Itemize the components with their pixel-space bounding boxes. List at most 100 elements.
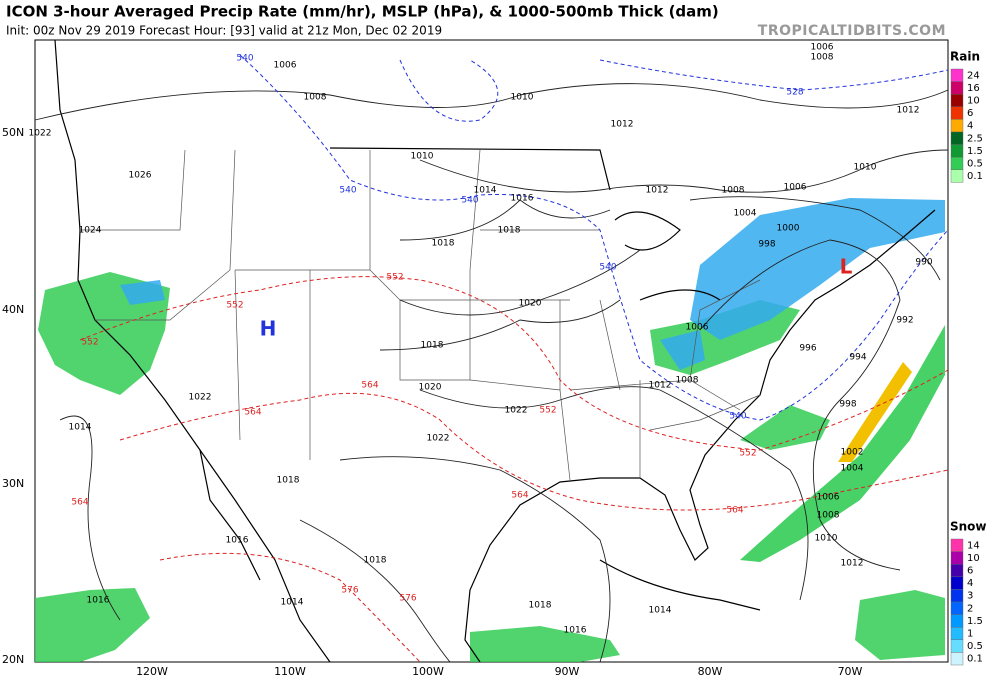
isobar-label: 1014 [649, 606, 672, 616]
legend-level: 0.1 [967, 171, 983, 182]
isobar-label: 1016 [87, 596, 110, 606]
lon-label: 80W [698, 665, 723, 678]
isobar-label: 1006 [817, 493, 840, 503]
thickness-label: 576 [341, 586, 358, 596]
title: ICON 3-hour Averaged Precip Rate (mm/hr)… [6, 3, 719, 21]
isobar-label: 1014 [281, 598, 304, 608]
isobar-label: 1010 [854, 163, 877, 173]
snow-area [120, 280, 165, 305]
legend-swatch [950, 119, 964, 133]
pressure-center: L [840, 255, 853, 279]
isobar-label: 1006 [784, 183, 807, 193]
legend-level: 1.5 [967, 146, 983, 157]
isobar-label: 1020 [419, 383, 442, 393]
legend-swatch [950, 156, 964, 170]
isobar-label: 992 [896, 316, 913, 326]
legend-level: 4 [967, 121, 973, 132]
lat-label: 30N [2, 477, 24, 490]
isobar-label: 1022 [29, 129, 52, 139]
thickness-label: 576 [399, 594, 416, 604]
legend-level: 3 [967, 591, 973, 602]
isobar-label: 1016 [226, 536, 249, 546]
legend-swatch [950, 144, 964, 158]
isobar-label: 1018 [498, 226, 521, 236]
isobar-label: 1008 [817, 511, 840, 521]
legend-swatch [950, 131, 964, 145]
isobar-label: 1016 [564, 626, 587, 636]
subtitle: Init: 00z Nov 29 2019 Forecast Hour: [93… [6, 24, 442, 38]
isobar-label: 1018 [421, 341, 444, 351]
legend-level: 0.5 [967, 641, 983, 652]
legend-title: Rain [950, 50, 980, 64]
isobar-label: 1014 [69, 423, 92, 433]
legend-swatch [950, 601, 964, 615]
legend-swatch [950, 639, 964, 653]
legend-swatch [950, 576, 964, 590]
isobar-label: 1008 [676, 376, 699, 386]
rain-area [470, 626, 620, 662]
legend-level: 10 [967, 96, 980, 107]
isobar-label: 1014 [474, 186, 497, 196]
isobar-label: 1008 [304, 93, 327, 103]
isobar-label: 1004 [841, 464, 864, 474]
snow-area [690, 198, 945, 340]
thickness-label: 552 [739, 449, 756, 459]
isobar-label: 1012 [897, 106, 920, 116]
isobar-label: 1024 [79, 226, 102, 236]
isobar-label: 994 [849, 353, 866, 363]
legend-level: 16 [967, 83, 980, 94]
isobar-label: 996 [799, 344, 816, 354]
legend-title: Snow [950, 520, 987, 534]
isobar-label: 1022 [505, 406, 528, 416]
isobar-label: 1018 [432, 239, 455, 249]
legend-level: 1 [967, 629, 973, 640]
isobar-label: 1008 [722, 186, 745, 196]
thickness-cold [239, 54, 949, 421]
isobar-label: 1006 [274, 61, 297, 71]
legend-level: 10 [967, 553, 980, 564]
thickness-label: 540 [461, 196, 478, 206]
map-frame [34, 39, 949, 663]
isobar-label: 1022 [427, 434, 450, 444]
legend-swatch [950, 68, 964, 82]
thickness-label: 552 [386, 273, 403, 283]
legend-level: 0.1 [967, 654, 983, 665]
isobar-label: 998 [758, 240, 775, 250]
legend-level: 6 [967, 108, 973, 119]
legend-level: 2 [967, 603, 973, 614]
thickness-label: 540 [339, 186, 356, 196]
thickness-label: 564 [244, 408, 261, 418]
isobar-label: 1004 [734, 209, 757, 219]
legend-level: 2.5 [967, 133, 983, 144]
legend-swatch [950, 652, 964, 666]
legend-swatch [950, 93, 964, 107]
thickness-label: 564 [726, 506, 743, 516]
isobar-label: 1012 [611, 120, 634, 130]
isobar-label: 1012 [646, 186, 669, 196]
isobar-label: 1018 [277, 476, 300, 486]
legend-level: 14 [967, 540, 980, 551]
coastline [54, 39, 936, 663]
thickness-warm [79, 276, 949, 663]
map [34, 39, 949, 663]
snow-area [660, 330, 705, 370]
source: TROPICALTIDBITS.COM [758, 23, 946, 39]
legend: Rain241610642.51.50.50.1Snow141064321.51… [950, 50, 987, 666]
isobar-label: 1008 [811, 53, 834, 63]
isobar-label: 1026 [129, 171, 152, 181]
rain-heavy [838, 362, 912, 462]
thickness-label: 552 [81, 338, 98, 348]
lat-label: 20N [2, 653, 24, 666]
rain-area [855, 590, 945, 660]
isobar-label: 1002 [841, 448, 864, 458]
isobar-label: 1010 [511, 93, 534, 103]
legend-swatch [950, 538, 964, 552]
isobar-label: 1006 [686, 323, 709, 333]
thickness-label: 564 [71, 498, 88, 508]
thickness-label: 564 [511, 491, 528, 501]
legend-swatch [950, 106, 964, 120]
thickness-label: 564 [361, 381, 378, 391]
legend-swatch [950, 627, 964, 641]
isobar-label: 1010 [815, 534, 838, 544]
